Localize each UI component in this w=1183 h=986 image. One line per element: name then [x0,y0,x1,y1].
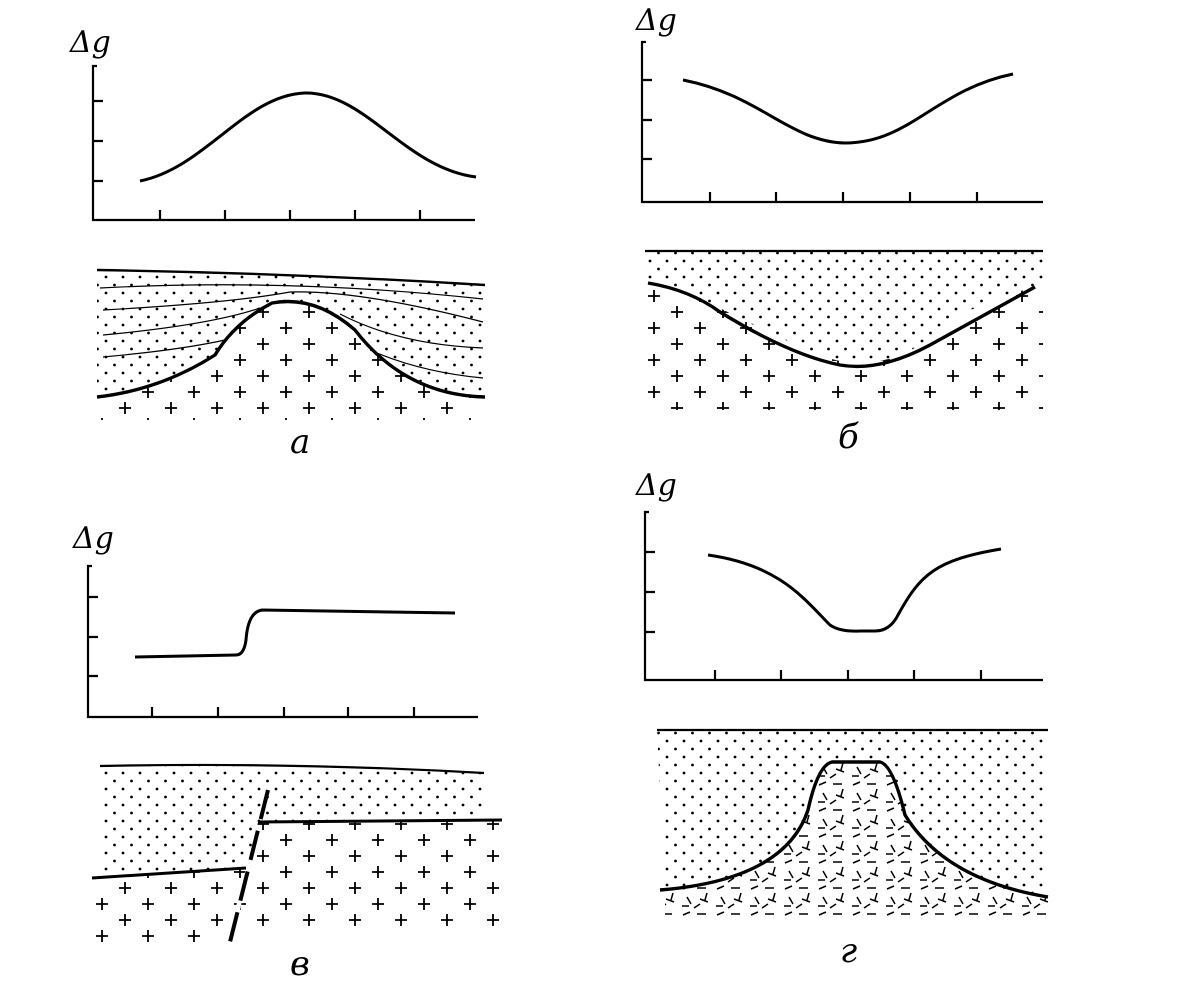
panel-v-axis-label: Δg [72,521,114,556]
panel-v-axes [86,564,478,719]
panel-g-sediment-fill [657,730,1048,897]
panel-g: Δg г [635,468,1049,971]
panel-g-axis-label: Δg [635,468,677,503]
panel-a: Δg а [69,25,486,462]
panel-v: Δg в [72,521,503,984]
panel-a-strata-lines [96,268,486,379]
panel-a-basement-fill [97,301,485,420]
panel-v-anomaly-curve [134,608,456,659]
panel-a-basement-contact [96,299,486,399]
panel-v-caption: в [290,944,310,984]
panel-b-anomaly-curve [682,72,1014,145]
panel-v-contacts [91,763,503,880]
panel-b-basement-contact [647,281,1036,369]
panel-v-fault-line [226,789,270,951]
panel-a-sediment-fill [97,270,485,397]
panel-b-basement-fill [645,283,1043,410]
panel-v-basement-right-fill [236,820,500,930]
panel-b-sediment-fill [645,251,1043,363]
panel-a-caption: а [290,422,310,462]
panel-v-basement-left-fill [92,868,246,945]
panel-g-intrusion-contact [659,760,1049,899]
panel-a-axis-label: Δg [69,25,111,60]
panel-b-axis-label: Δg [635,3,677,38]
panel-b: Δg б [635,3,1043,457]
panel-g-caption: г [840,931,857,971]
panel-g-intrusion-fill [665,762,1048,918]
panel-a-anomaly-curve [139,91,477,183]
panel-g-axes [643,510,1043,682]
panel-g-anomaly-curve [707,547,1002,633]
panel-a-axes [91,64,475,222]
panel-b-axes [640,40,1043,204]
panel-b-caption: б [838,417,859,457]
